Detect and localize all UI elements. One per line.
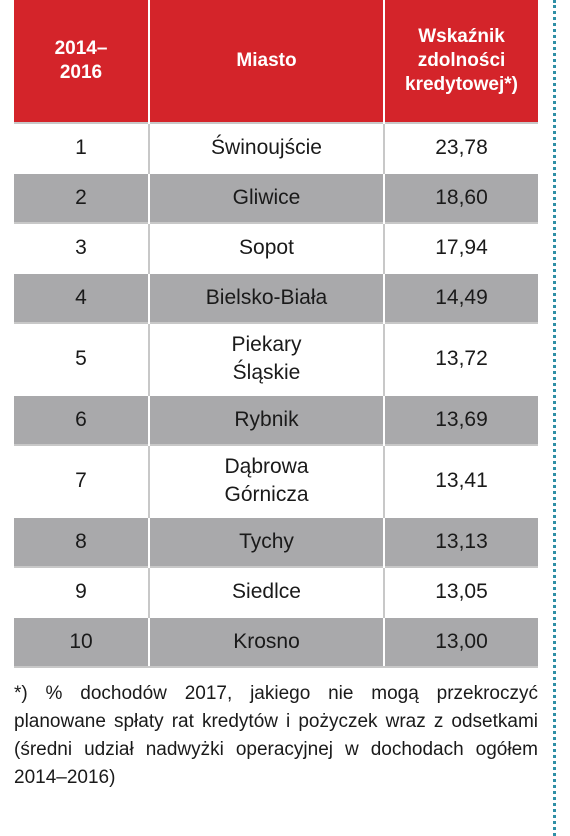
- city-cell: Bielsko-Biała: [149, 272, 385, 323]
- value-cell: 17,94: [384, 222, 538, 273]
- city-cell: Sopot: [149, 222, 385, 273]
- city-cell: Krosno: [149, 616, 385, 668]
- value-cell: 13,41: [384, 444, 538, 517]
- city-cell: Dąbrowa Górnicza: [149, 444, 385, 517]
- city-cell: Rybnik: [149, 394, 385, 445]
- city-cell: Gliwice: [149, 172, 385, 223]
- header-credit-index: Wskaźnik zdolności kredytowej*): [384, 0, 538, 123]
- header-city: Miasto: [149, 0, 385, 123]
- table-row: 9 Siedlce 13,05: [14, 566, 538, 617]
- value-cell: 13,69: [384, 394, 538, 445]
- header-period: 2014– 2016: [14, 0, 150, 123]
- table-row: 4 Bielsko-Biała 14,49: [14, 272, 538, 323]
- table-row: 3 Sopot 17,94: [14, 222, 538, 273]
- value-cell: 13,05: [384, 566, 538, 617]
- footnote: *) % dochodów 2017, jakiego nie mogą prz…: [14, 683, 538, 788]
- value-cell: 13,72: [384, 322, 538, 395]
- table-row: 1 Świnoujście 23,78: [14, 122, 538, 173]
- city-cell: Siedlce: [149, 566, 385, 617]
- rank-cell: 2: [14, 172, 150, 223]
- table-header-row: 2014– 2016 Miasto Wskaźnik zdolności kre…: [14, 0, 538, 123]
- rank-cell: 8: [14, 516, 150, 567]
- rank-cell: 5: [14, 322, 150, 395]
- rank-cell: 9: [14, 566, 150, 617]
- value-cell: 13,13: [384, 516, 538, 567]
- rank-cell: 7: [14, 444, 150, 517]
- credit-capacity-table: 2014– 2016 Miasto Wskaźnik zdolności kre…: [14, 0, 538, 668]
- rank-cell: 10: [14, 616, 150, 668]
- value-cell: 14,49: [384, 272, 538, 323]
- table-row: 7 Dąbrowa Górnicza 13,41: [14, 444, 538, 517]
- table-row: 5 Piekary Śląskie 13,72: [14, 322, 538, 395]
- value-cell: 18,60: [384, 172, 538, 223]
- rank-cell: 1: [14, 122, 150, 173]
- city-cell: Świnoujście: [149, 122, 385, 173]
- value-cell: 23,78: [384, 122, 538, 173]
- rank-cell: 4: [14, 272, 150, 323]
- rank-cell: 6: [14, 394, 150, 445]
- table-row: 8 Tychy 13,13: [14, 516, 538, 567]
- table-row: 6 Rybnik 13,69: [14, 394, 538, 445]
- city-cell: Tychy: [149, 516, 385, 567]
- table-row: 2 Gliwice 18,60: [14, 172, 538, 223]
- rank-cell: 3: [14, 222, 150, 273]
- value-cell: 13,00: [384, 616, 538, 668]
- dotted-divider: [553, 0, 556, 836]
- city-cell: Piekary Śląskie: [149, 322, 385, 395]
- table-row: 10 Krosno 13,00: [14, 616, 538, 668]
- ranking-panel: 2014– 2016 Miasto Wskaźnik zdolności kre…: [14, 0, 538, 836]
